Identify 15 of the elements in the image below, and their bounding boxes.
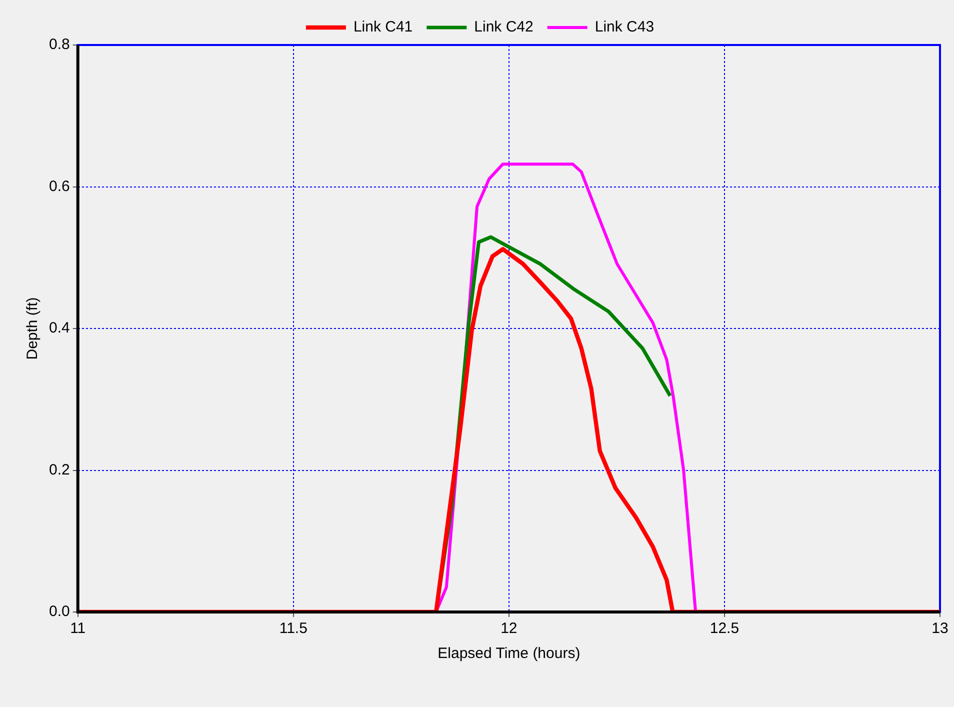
legend-label: Link C41 [353, 18, 413, 36]
y-tick-label: 0.6 [48, 178, 70, 195]
y-tick-label: 0.8 [48, 36, 70, 54]
x-axis-title: Elapsed Time (hours) [438, 645, 580, 662]
legend-label: Link C43 [594, 18, 654, 36]
y-tick-label: 0.4 [48, 320, 70, 337]
x-tick-label: 12 [500, 620, 518, 638]
x-tick-label: 11 [70, 620, 86, 638]
x-tick-label: 12.5 [710, 620, 740, 638]
legend-label: Link C42 [474, 18, 534, 36]
x-tick-label: 13 [932, 620, 948, 638]
y-axis-title: Depth (ft) [24, 297, 42, 360]
y-tick-label: 0.2 [48, 461, 70, 478]
x-tick-label: 11.5 [279, 620, 308, 638]
y-tick-label: 0.0 [48, 603, 70, 620]
